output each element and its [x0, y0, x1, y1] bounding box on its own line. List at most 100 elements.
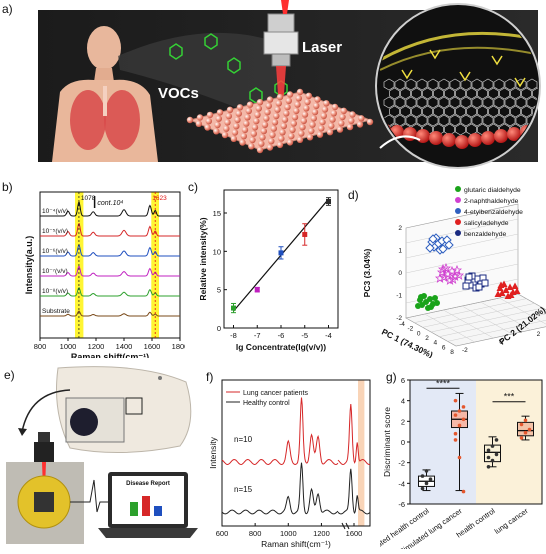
- y-tick-label: 0: [217, 324, 221, 333]
- data-point: [519, 436, 524, 440]
- panel-g: g) Simulated health control Simulated lun…: [360, 362, 546, 554]
- spectrum-line: [40, 222, 180, 237]
- vocs-label: VOCs: [158, 85, 199, 102]
- nanoparticle: [255, 105, 262, 112]
- x-axis-label: Raman shift(cm⁻¹): [71, 352, 149, 358]
- graphene-hexagon: [466, 105, 477, 118]
- nanoparticle: [329, 116, 336, 123]
- legend-label: benzaldehyde: [464, 231, 507, 238]
- data-point: [486, 465, 491, 469]
- nanoparticle: [286, 91, 294, 98]
- nanoparticle: [295, 95, 302, 102]
- arrow-head-icon: [18, 428, 27, 436]
- x-tick-label: -4: [399, 321, 405, 328]
- x-tick-label: -4: [325, 331, 332, 340]
- sensor-chip-photo: [6, 432, 84, 544]
- graphene-hexagon: [438, 96, 450, 109]
- panel-f: f) Lung cancer patients n=10 Healthy contr…: [200, 362, 380, 549]
- graphene-hexagon: [444, 87, 455, 100]
- peak-label: 1078: [81, 195, 96, 202]
- graphene-hexagon: [504, 78, 516, 91]
- nanoparticle: [314, 96, 321, 103]
- y-axis-label: PC3 (3.04%): [362, 249, 372, 298]
- series-label: Substrate: [42, 308, 70, 315]
- graphene-hexagon: [493, 114, 505, 127]
- y-axis-label: Intensity(a.u.): [24, 236, 34, 295]
- pca-point: [453, 269, 465, 281]
- nanoparticle: [338, 120, 345, 127]
- x-tick-label: 4: [434, 340, 438, 347]
- nanoparticle: [230, 135, 237, 142]
- pca-point: [497, 281, 505, 288]
- pca-point: [427, 296, 433, 302]
- nanoparticle: [283, 110, 290, 117]
- nanoparticle: [234, 116, 241, 124]
- legend-marker: [455, 230, 461, 236]
- pca-point: [494, 290, 502, 297]
- category-label: lung cancer: [493, 506, 530, 536]
- nanoparticle: [243, 120, 250, 127]
- series-label: 10⁻⁴(v/v): [42, 208, 68, 215]
- nanoparticle: [221, 131, 229, 139]
- nanoparticle: [224, 119, 231, 126]
- y-tick-label: -1: [396, 293, 402, 300]
- pca-point: [506, 283, 514, 290]
- x-tick-label: -5: [301, 331, 308, 340]
- nanoparticle: [276, 141, 284, 149]
- nanoparticle: [280, 122, 287, 130]
- panel-a: a): [0, 0, 546, 170]
- y-tick-label: 1: [398, 248, 402, 255]
- nanoparticle: [305, 92, 312, 100]
- nanoparticle: [205, 118, 212, 125]
- y-tick-label: 0: [398, 270, 402, 277]
- data-point: [457, 455, 462, 460]
- silver-nanoparticle: [429, 131, 443, 145]
- data-point: [486, 455, 491, 460]
- graphene-hexagon: [460, 96, 472, 109]
- graphene-hexagon: [493, 96, 505, 109]
- graphene-hexagon: [411, 105, 422, 118]
- series-label: 10⁻⁷(v/v): [42, 268, 68, 275]
- x-tick-label: 1000: [280, 529, 297, 538]
- x-tick-label: -6: [278, 331, 285, 340]
- nanoparticle: [256, 146, 264, 154]
- nanoparticle: [204, 124, 211, 131]
- nanoparticle: [321, 106, 329, 113]
- data-point: [453, 413, 458, 417]
- zoom-inset: [375, 3, 541, 169]
- nanoparticle: [256, 99, 264, 106]
- nanoparticle: [215, 115, 222, 122]
- voc-molecules: [169, 33, 288, 104]
- nanoparticle: [268, 138, 275, 145]
- x-tick-label: 0: [417, 330, 421, 337]
- chart-f: Lung cancer patients n=10 Healthy control n…: [208, 379, 371, 549]
- nanoparticle: [270, 125, 277, 132]
- nanoparticle: [225, 112, 232, 120]
- right-lung-icon: [104, 90, 140, 150]
- y-tick-label: -2: [398, 459, 405, 468]
- nanoparticle: [260, 127, 267, 135]
- graphene-hexagon: [471, 114, 483, 127]
- x-tick-label: 1200: [88, 342, 105, 351]
- silver-nanoparticle: [494, 129, 508, 143]
- nanoparticle: [356, 121, 364, 128]
- graphene-hexagon: [438, 114, 450, 127]
- data-point: [231, 305, 236, 311]
- background-real: [476, 380, 542, 504]
- spectrum-line: [40, 310, 180, 317]
- graphene-hexagon: [405, 114, 417, 127]
- pca-point: [498, 289, 506, 296]
- nanoparticle: [248, 143, 255, 150]
- graphene-hexagon: [449, 114, 461, 127]
- data-point: [461, 405, 466, 409]
- nanoparticle: [206, 111, 214, 119]
- plot-frame: [221, 379, 371, 527]
- nanoparticle: [366, 118, 374, 126]
- x-tick-label: 1800: [172, 342, 185, 351]
- panel-e-illustration: Disease Report: [6, 366, 198, 544]
- graphene-hexagon: [427, 78, 439, 91]
- nanoparticle: [320, 112, 327, 120]
- panel-d: d) glutaric dialdehyde 2-naphthaldehyde 4-…: [346, 178, 546, 360]
- spectrum-line: [221, 397, 339, 466]
- count-label: n=15: [234, 485, 253, 494]
